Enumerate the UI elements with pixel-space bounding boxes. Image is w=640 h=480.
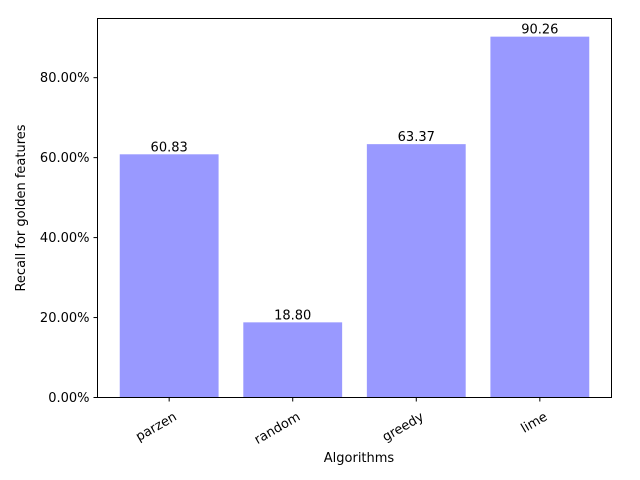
x-tick-label: lime — [519, 410, 551, 437]
data-label-greedy: 63.37 — [398, 130, 435, 145]
bars-group — [119, 36, 590, 398]
y-tick-label: 0.00% — [48, 391, 89, 406]
x-tick-label: random — [252, 410, 303, 448]
x-axis-label: Algorithms — [324, 451, 395, 466]
x-tick-label: greedy — [380, 409, 427, 445]
bar-greedy — [366, 144, 466, 398]
y-tick-label: 80.00% — [40, 71, 90, 86]
y-axis-label: Recall for golden features — [14, 124, 29, 291]
y-tick-label: 40.00% — [40, 231, 90, 246]
data-labels-group: 60.83 18.80 63.37 90.26 — [151, 23, 559, 324]
data-label-random: 18.80 — [274, 308, 311, 323]
bar-lime — [490, 36, 590, 398]
y-axis-ticks: 0.00% 20.00% 40.00% 60.00% 80.00% — [40, 71, 98, 406]
bar-parzen — [119, 154, 219, 398]
x-tick-label: parzen — [133, 410, 179, 445]
plot-frame — [97, 18, 612, 398]
data-label-parzen: 60.83 — [151, 140, 188, 155]
bar-random — [243, 322, 343, 398]
y-tick-label: 20.00% — [40, 311, 90, 326]
data-label-lime: 90.26 — [521, 23, 558, 38]
y-tick-label: 60.00% — [40, 151, 90, 166]
x-axis-ticks: parzen random greedy lime — [133, 397, 551, 448]
